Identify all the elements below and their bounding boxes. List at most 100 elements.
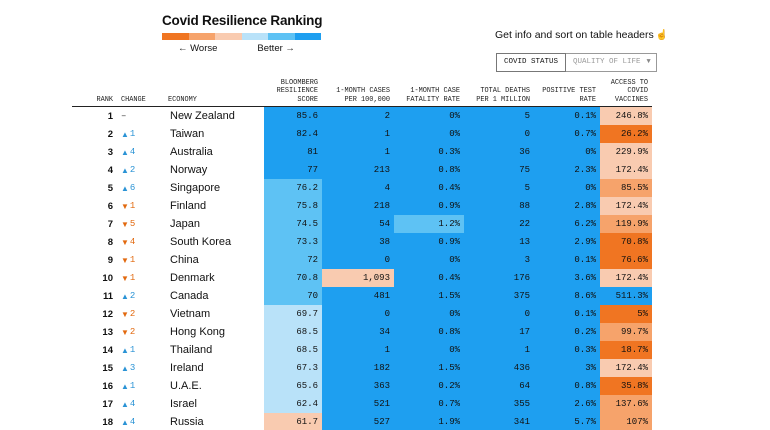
positive-rate-value: 0.3% xyxy=(574,345,596,355)
table-row[interactable]: 15 ▲ 3 Ireland 67.3 182 1.5% 436 3% 172.4% xyxy=(72,359,652,377)
header-change[interactable]: CHANGE xyxy=(121,95,146,104)
fatality-cell: 0% xyxy=(394,305,464,323)
table-row[interactable]: 14 ▲ 1 Thailand 68.5 1 0% 1 0.3% 18.7% xyxy=(72,341,652,359)
rank-cell: 12 xyxy=(102,308,113,320)
scale-swatch xyxy=(162,33,189,40)
positive-rate-value: 8.6% xyxy=(574,291,596,301)
positive-rate-value: 0% xyxy=(585,183,596,193)
header-line: TOTAL DEATHS xyxy=(480,87,530,95)
rank-cell: 1 xyxy=(107,110,113,122)
vaccine-cell: 26.2% xyxy=(600,125,652,143)
deaths-value: 1 xyxy=(524,345,530,355)
fatality-cell: 0.9% xyxy=(394,197,464,215)
positive-rate-value: 0.1% xyxy=(574,255,596,265)
vaccine-cell: 35.8% xyxy=(600,377,652,395)
cases-value: 4 xyxy=(384,183,390,193)
cases-value: 213 xyxy=(373,165,390,175)
header-vaccine-access[interactable]: ACCESS TO COVID VACCINES xyxy=(600,79,652,107)
vaccine-value: 76.6% xyxy=(620,255,648,265)
vaccine-value: 511.3% xyxy=(615,291,648,301)
economy-cell: Norway xyxy=(170,164,208,176)
cases-value: 527 xyxy=(373,417,390,427)
positive-rate-cell: 2.6% xyxy=(534,395,600,413)
positive-rate-cell: 8.6% xyxy=(534,287,600,305)
table-row[interactable]: 5 ▲ 6 Singapore 76.2 4 0.4% 5 0% 85.5% xyxy=(72,179,652,197)
vaccine-value: 172.4% xyxy=(615,165,648,175)
header-cases[interactable]: 1-MONTH CASES PER 100,000 xyxy=(322,87,394,106)
fatality-cell: 0% xyxy=(394,107,464,125)
rank-cell: 17 xyxy=(102,398,113,410)
cases-cell: 1 xyxy=(322,125,394,143)
tab-covid-status[interactable]: COVID STATUS xyxy=(496,53,567,72)
cases-value: 1 xyxy=(384,147,390,157)
score-value: 61.7 xyxy=(296,417,318,427)
quality-of-life-dropdown[interactable]: QUALITY OF LIFE ▼ xyxy=(566,53,657,72)
cases-cell: 218 xyxy=(322,197,394,215)
table-row[interactable]: 7 ▼ 5 Japan 74.5 54 1.2% 22 6.2% 119.9% xyxy=(72,215,652,233)
header-resilience-score[interactable]: BLOOMBERG RESILIENCE SCORE xyxy=(264,79,322,107)
table-row[interactable]: 6 ▼ 1 Finland 75.8 218 0.9% 88 2.8% 172.4% xyxy=(72,197,652,215)
table-row[interactable]: 17 ▲ 4 Israel 62.4 521 0.7% 355 2.6% 137.6% xyxy=(72,395,652,413)
table-row[interactable]: 1– New Zealand 85.6 2 0% 5 0.1% 246.8% xyxy=(72,107,652,125)
table-row[interactable]: 4 ▲ 2 Norway 77 213 0.8% 75 2.3% 172.4% xyxy=(72,161,652,179)
cases-cell: 527 xyxy=(322,413,394,430)
cases-cell: 213 xyxy=(322,161,394,179)
score-value: 70.8 xyxy=(296,273,318,283)
table-row[interactable]: 10 ▼ 1 Denmark 70.8 1,093 0.4% 176 3.6% 172.4% xyxy=(72,269,652,287)
score-cell: 75.8 xyxy=(264,197,322,215)
header-economy[interactable]: ECONOMY xyxy=(168,95,197,104)
rank-cell: 14 xyxy=(102,344,113,356)
change-value: 1 xyxy=(129,381,136,391)
header-rank[interactable]: RANK xyxy=(96,95,113,104)
fatality-cell: 0.2% xyxy=(394,377,464,395)
positive-rate-value: 0.8% xyxy=(574,381,596,391)
rank-cell: 2 xyxy=(107,128,113,140)
deaths-value: 436 xyxy=(513,363,530,373)
table-row[interactable]: 18 ▲ 4 Russia 61.7 527 1.9% 341 5.7% 107% xyxy=(72,413,652,430)
change-cell: ▼ 4 xyxy=(118,233,168,251)
vaccine-value: 5% xyxy=(637,309,648,319)
header-positive-rate[interactable]: POSITIVE TEST RATE xyxy=(534,87,600,106)
score-cell: 70.8 xyxy=(264,269,322,287)
change-value: – xyxy=(121,111,127,121)
cases-value: 34 xyxy=(379,327,390,337)
cases-value: 38 xyxy=(379,237,390,247)
change-cell: ▲ 1 xyxy=(118,377,168,395)
table-row[interactable]: 12 ▼ 2 Vietnam 69.7 0 0% 0 0.1% 5% xyxy=(72,305,652,323)
color-scale-legend xyxy=(162,33,321,40)
change-value: 5 xyxy=(129,219,136,229)
economy-cell: Australia xyxy=(170,146,213,158)
header-line: RATE xyxy=(579,95,596,104)
positive-rate-value: 0.7% xyxy=(574,129,596,139)
deaths-cell: 355 xyxy=(464,395,534,413)
table-row[interactable]: 2 ▲ 1 Taiwan 82.4 1 0% 0 0.7% 26.2% xyxy=(72,125,652,143)
deaths-cell: 22 xyxy=(464,215,534,233)
table-row[interactable]: 16 ▲ 1 U.A.E. 65.6 363 0.2% 64 0.8% 35.8% xyxy=(72,377,652,395)
table-row[interactable]: 11 ▲ 2 Canada 70 481 1.5% 375 8.6% 511.3% xyxy=(72,287,652,305)
score-cell: 67.3 xyxy=(264,359,322,377)
vaccine-cell: 229.9% xyxy=(600,143,652,161)
cases-cell: 521 xyxy=(322,395,394,413)
table-row[interactable]: 9 ▼ 1 China 72 0 0% 3 0.1% 76.6% xyxy=(72,251,652,269)
deaths-cell: 5 xyxy=(464,107,534,125)
fatality-cell: 0.3% xyxy=(394,143,464,161)
table-row[interactable]: 13 ▼ 2 Hong Kong 68.5 34 0.8% 17 0.2% 99.7% xyxy=(72,323,652,341)
change-value: 1 xyxy=(129,345,136,355)
rank-cell: 11 xyxy=(102,290,113,302)
up-arrow-icon: ▲ xyxy=(121,345,129,355)
score-value: 85.6 xyxy=(296,111,318,121)
deaths-value: 375 xyxy=(513,291,530,301)
score-value: 68.5 xyxy=(296,327,318,337)
deaths-cell: 176 xyxy=(464,269,534,287)
table-row[interactable]: 3 ▲ 4 Australia 81 1 0.3% 36 0% 229.9% xyxy=(72,143,652,161)
deaths-cell: 341 xyxy=(464,413,534,430)
score-value: 67.3 xyxy=(296,363,318,373)
header-total-deaths[interactable]: TOTAL DEATHS PER 1 MILLION xyxy=(464,87,534,106)
header-fatality-rate[interactable]: 1-MONTH CASE FATALITY RATE xyxy=(394,87,464,106)
table-row[interactable]: 8 ▼ 4 South Korea 73.3 38 0.9% 13 2.9% 70.8% xyxy=(72,233,652,251)
change-value: 2 xyxy=(129,309,136,319)
header-line: 1-MONTH CASE xyxy=(410,87,460,95)
rank-cell: 13 xyxy=(102,326,113,338)
scale-labels: ← Worse Better → xyxy=(178,43,295,54)
page-title: Covid Resilience Ranking xyxy=(162,13,323,28)
